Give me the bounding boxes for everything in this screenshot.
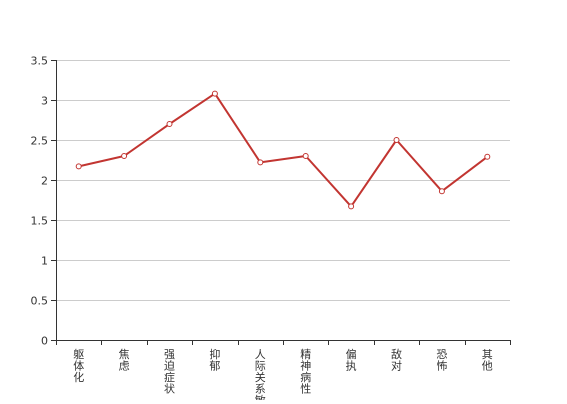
x-tick-label: 精神病性 [300, 348, 311, 396]
y-tick-label: 2 [41, 175, 48, 188]
data-point[interactable] [393, 137, 400, 143]
x-axis-tick-labels: 躯体化 焦虑 强迫症状 抑郁 人际关系敏感 精神病性 偏执 敌对 恐怖 其他 [73, 347, 493, 404]
y-tick-label: 0.5 [31, 295, 49, 308]
grid-lines [56, 60, 510, 301]
series-line [78, 92, 488, 208]
data-point[interactable] [166, 121, 173, 127]
y-tick-label: 3.5 [31, 55, 49, 68]
x-tick-label: 敌对 [391, 347, 402, 373]
y-axis-tick-labels: 0 0.5 1 1.5 2 2.5 3 3.5 [31, 55, 49, 348]
data-point[interactable] [348, 203, 355, 210]
data-point[interactable] [257, 159, 264, 166]
y-tick-label: 1 [41, 255, 48, 268]
data-point[interactable] [211, 90, 218, 97]
y-tick-label: 3 [41, 95, 48, 108]
x-tick-label: 其他 [482, 348, 493, 373]
data-point[interactable] [302, 153, 309, 159]
y-tick-label: 0 [41, 335, 48, 348]
data-point[interactable] [438, 188, 445, 195]
series [75, 90, 491, 210]
data-point[interactable] [484, 153, 491, 160]
y-tick-label: 2.5 [31, 135, 49, 148]
data-point[interactable] [121, 153, 128, 159]
x-tick-label: 偏执 [346, 347, 357, 373]
x-tick-label: 恐怖 [436, 348, 447, 373]
x-tick-label: 抑郁 [209, 347, 220, 373]
axes [51, 60, 511, 345]
x-tick-label: 焦虑 [119, 348, 130, 373]
x-tick-label: 强迫症状 [164, 348, 175, 396]
x-tick-label: 躯体化 [73, 348, 84, 384]
y-tick-label: 1.5 [31, 215, 49, 228]
x-tick-label: 人际关系敏感 [255, 348, 266, 400]
data-point[interactable] [75, 163, 82, 170]
